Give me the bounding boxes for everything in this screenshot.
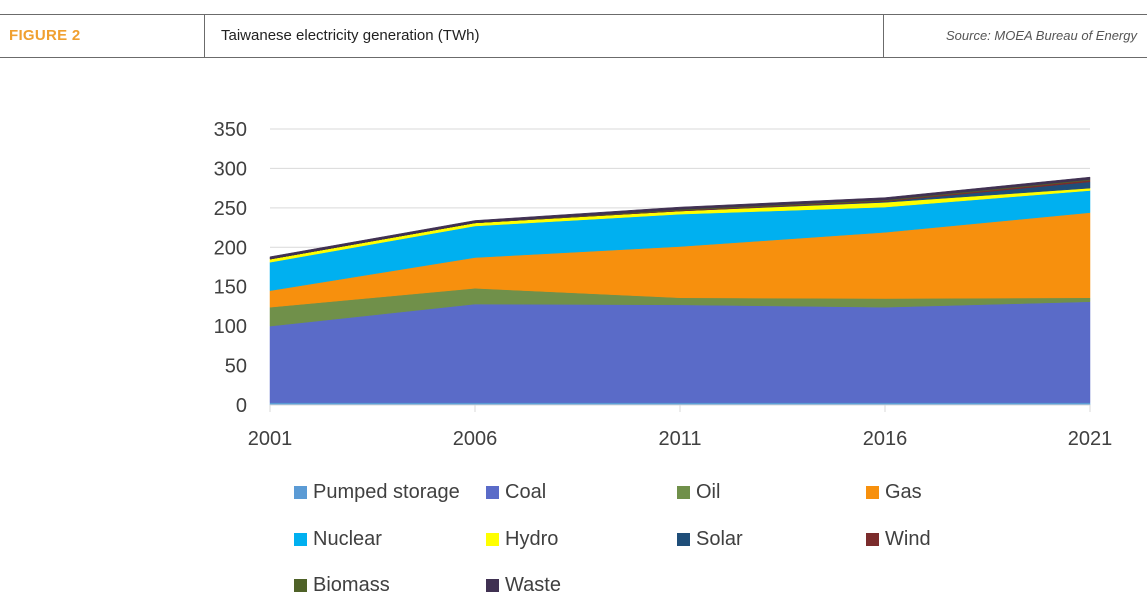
y-tick-label: 200 [214, 237, 247, 259]
y-tick-label: 50 [225, 356, 247, 378]
legend-swatch [866, 485, 879, 499]
x-tick-label: 2011 [658, 428, 701, 450]
legend-item-oil: Oil [677, 480, 720, 504]
legend-swatch [677, 532, 690, 546]
legend-label: Oil [696, 480, 721, 503]
legend-swatch [294, 532, 307, 546]
area-series-waste [269, 176, 1091, 260]
legend-label: Coal [505, 480, 547, 503]
x-tick-label: 2006 [453, 428, 498, 450]
figure-label: FIGURE 2 [9, 27, 81, 44]
legend-swatch [677, 485, 690, 499]
y-tick-label: 250 [214, 198, 247, 220]
legend-label: Waste [505, 573, 561, 596]
y-tick-label: 350 [214, 119, 247, 141]
legend-item-nuclear: Nuclear [294, 527, 382, 551]
header-divider [883, 15, 884, 57]
legend-item-wind: Wind [866, 527, 931, 551]
legend-item-gas: Gas [866, 480, 922, 504]
area-series-coal [269, 301, 1091, 403]
legend-item-hydro: Hydro [486, 527, 558, 551]
figure-title: Taiwanese electricity generation (TWh) [221, 27, 480, 44]
legend-swatch [486, 485, 499, 499]
legend-swatch [294, 485, 307, 499]
legend-label: Solar [696, 527, 743, 550]
legend-label: Pumped storage [313, 480, 460, 503]
legend-item-coal: Coal [486, 480, 546, 504]
legend-item-waste: Waste [486, 573, 561, 597]
legend-swatch [486, 532, 499, 546]
x-tick-label: 2016 [863, 428, 908, 450]
legend-label: Biomass [313, 573, 390, 596]
y-tick-label: 300 [214, 158, 247, 180]
x-tick-label: 2021 [1068, 428, 1113, 450]
legend-item-solar: Solar [677, 527, 743, 551]
y-tick-label: 100 [214, 316, 247, 338]
legend-item-biomass: Biomass [294, 573, 390, 597]
legend-item-pumped-storage: Pumped storage [294, 480, 460, 504]
header-divider [204, 15, 205, 57]
legend-label: Wind [885, 527, 931, 550]
legend-swatch [486, 578, 499, 592]
legend-swatch [294, 578, 307, 592]
y-tick-label: 150 [214, 277, 247, 299]
legend-label: Nuclear [313, 527, 382, 550]
figure-header: FIGURE 2 Taiwanese electricity generatio… [0, 14, 1147, 58]
legend-label: Hydro [505, 527, 559, 550]
figure-source: Source: MOEA Bureau of Energy [945, 28, 1137, 43]
legend-label: Gas [885, 480, 922, 503]
y-tick-label: 0 [236, 395, 247, 417]
x-tick-label: 2001 [248, 428, 293, 450]
legend-swatch [866, 532, 879, 546]
